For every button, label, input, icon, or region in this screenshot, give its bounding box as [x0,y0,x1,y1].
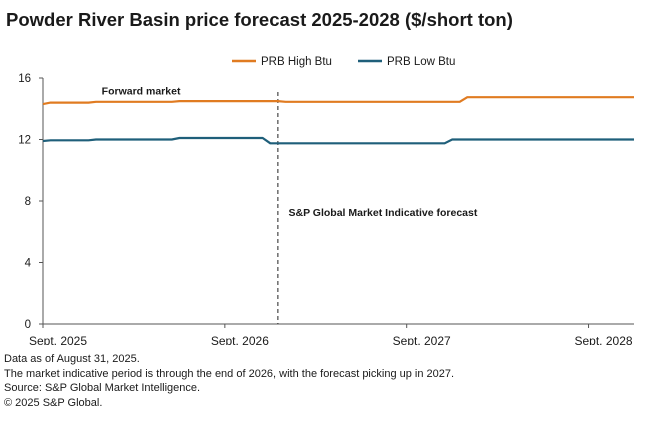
y-tick-label: 16 [18,73,31,85]
note-source: Source: S&P Global Market Intelligence. [4,382,201,394]
series-line-prb-low-btu [42,136,634,145]
note-period: The market indicative period is through … [4,367,455,380]
y-tick-label: 8 [25,196,31,208]
annotation-forward-market: Forward market [102,85,181,97]
y-tick-label: 0 [25,319,31,331]
annotation-indicative-forecast: S&P Global Market Indicative forecast [288,207,477,219]
y-tick-label: 12 [18,135,31,147]
y-tick-label: 4 [25,258,32,270]
note-copyright: © 2025 S&P Global. [4,396,103,409]
chart-notes: Data as of August 31, 2025. The market i… [4,352,454,410]
x-tick-label: Sept. 2027 [393,334,451,345]
legend-label-prb-high-btu: PRB High Btu [261,56,332,68]
x-tick-label: Sept. 2026 [211,334,269,345]
x-tick-label: Sept. 2028 [575,334,633,345]
x-tick-label: Sept. 2025 [29,334,87,345]
legend-label-prb-low-btu: PRB Low Btu [387,56,455,68]
line-chart: 0 4 8 12 16 Sept. 2025 Sept. 2026 Sept. 2027 Sep… [18,56,634,345]
note-data-date: Data as of August 31, 2025. [4,353,140,365]
chart-title: Powder River Basin price forecast 2025-2… [6,9,513,30]
series-line-prb-high-btu [42,96,634,106]
